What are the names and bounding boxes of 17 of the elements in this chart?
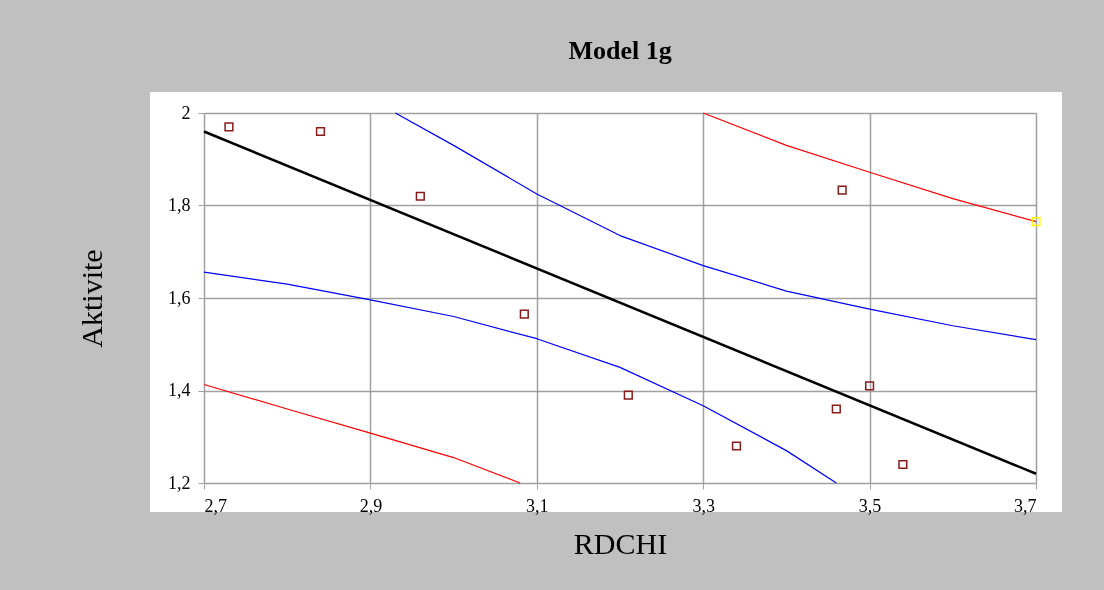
chart-title: Model 1g xyxy=(568,36,672,65)
x-tick-label: 3,1 xyxy=(526,495,549,516)
x-tick-label: 3,5 xyxy=(858,495,882,516)
y-axis-title: Aktivite xyxy=(75,249,108,348)
y-tick-label: 1,2 xyxy=(168,472,191,493)
line-series xyxy=(394,112,1037,341)
x-tick-label: 3,7 xyxy=(1014,495,1037,516)
y-tick-label: 1,6 xyxy=(168,287,191,308)
y-tick-label: 2 xyxy=(181,102,191,123)
x-tick-label: 2,9 xyxy=(359,495,383,516)
x-tick-label: 3,3 xyxy=(692,495,715,516)
line-series xyxy=(203,383,521,484)
x-tick-label: 2,7 xyxy=(204,495,227,516)
x-axis-title: RDCHI xyxy=(573,526,668,560)
y-tick-label: 1,4 xyxy=(168,380,191,400)
y-tick-label: 1,8 xyxy=(168,195,191,215)
line-series xyxy=(203,271,837,484)
